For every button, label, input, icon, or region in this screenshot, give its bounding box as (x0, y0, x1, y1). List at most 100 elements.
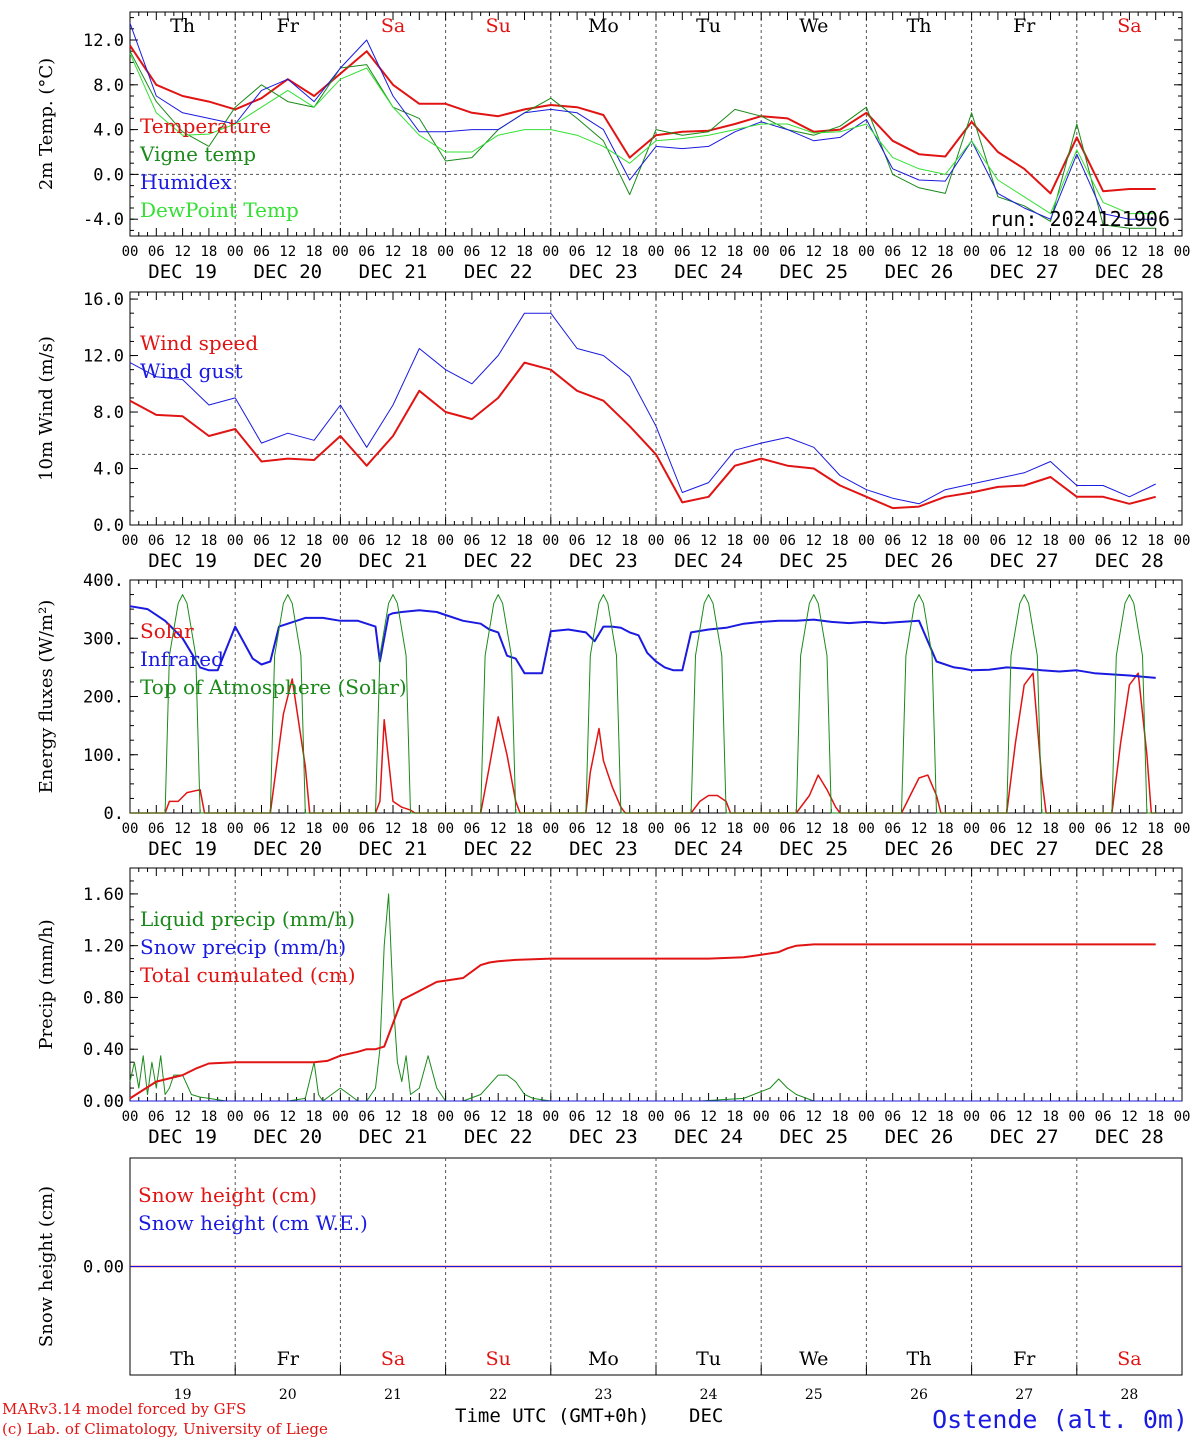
legend-entry: DewPoint Temp (140, 198, 299, 222)
x-hour-label: 06 (884, 1109, 901, 1125)
y-tick-label: 0.0 (93, 165, 124, 185)
footer-copyright: (c) Lab. of Climatology, University of L… (2, 1420, 328, 1438)
x-hour-label: 12 (174, 821, 191, 837)
x-hour-label: 18 (516, 1109, 533, 1125)
x-hour-label: 18 (1147, 821, 1164, 837)
series-line (129, 361, 1156, 510)
x-hour-label: 00 (332, 821, 349, 837)
x-hour-label: 06 (1095, 533, 1112, 549)
x-date-label: DEC 21 (359, 261, 428, 283)
x-hour-label: 12 (805, 533, 822, 549)
x-hour-label: 00 (542, 821, 559, 837)
x-date-label: DEC 22 (464, 838, 533, 860)
x-hour-label: 18 (937, 821, 954, 837)
x-hour-label: 18 (621, 533, 638, 549)
x-hour-label: 06 (463, 821, 480, 837)
y-axis-title: Energy fluxes (W/m²) (36, 600, 57, 794)
x-hour-label: 12 (1121, 533, 1138, 549)
y-tick-label: 1.60 (83, 885, 124, 905)
x-hour-label: 00 (1174, 533, 1191, 549)
y-tick-label: 1.20 (83, 937, 124, 957)
x-hour-label: 12 (385, 1109, 402, 1125)
x-hour-label: 00 (1068, 533, 1085, 549)
x-hour-label: 00 (1174, 244, 1191, 260)
x-date-label: DEC 26 (885, 1126, 954, 1148)
x-hour-label: 18 (937, 533, 954, 549)
x-hour-label: 00 (648, 244, 665, 260)
x-hour-label: 12 (385, 821, 402, 837)
y-tick-label: 0. (104, 804, 124, 824)
x-hour-label: 12 (595, 1109, 612, 1125)
x-hour-label: 00 (227, 821, 244, 837)
x-date-label: DEC 25 (779, 838, 848, 860)
x-hour-label: 06 (989, 533, 1006, 549)
run-annotation: run: 2024121906 (989, 207, 1170, 231)
legend-entry: Snow height (cm W.E.) (138, 1211, 368, 1235)
x-day-number: 23 (594, 1387, 612, 1403)
weekday-label: Fr (277, 1348, 300, 1370)
x-day-number: 28 (1120, 1387, 1138, 1403)
weekday-label: Su (486, 1348, 511, 1370)
x-hour-label: 12 (385, 533, 402, 549)
x-hour-label: 12 (911, 1109, 928, 1125)
x-date-label: DEC 23 (569, 261, 638, 283)
x-hour-label: 06 (253, 533, 270, 549)
x-hour-label: 06 (148, 821, 165, 837)
x-hour-label: 06 (674, 244, 691, 260)
x-date-label: DEC 22 (464, 1126, 533, 1148)
x-hour-label: 12 (1016, 244, 1033, 260)
x-hour-label: 00 (332, 533, 349, 549)
x-date-label: DEC 22 (464, 550, 533, 572)
footer-model: MARv3.14 model forced by GFS (2, 1400, 246, 1418)
x-hour-label: 06 (884, 244, 901, 260)
x-hour-label: 18 (306, 244, 323, 260)
x-hour-label: 00 (122, 1109, 139, 1125)
x-hour-label: 06 (779, 821, 796, 837)
weekday-label: Th (170, 1348, 195, 1370)
x-hour-label: 06 (358, 244, 375, 260)
weekday-label: Sa (1117, 15, 1141, 37)
x-hour-label: 18 (1042, 1109, 1059, 1125)
y-tick-label: 0.00 (83, 1092, 124, 1112)
x-date-label: DEC 28 (1095, 1126, 1164, 1148)
x-hour-label: 12 (490, 1109, 507, 1125)
x-hour-label: 18 (200, 821, 217, 837)
x-hour-label: 18 (726, 533, 743, 549)
series-line (129, 50, 1156, 229)
x-hour-label: 18 (516, 821, 533, 837)
x-date-label: DEC 20 (253, 1126, 322, 1148)
x-hour-label: 18 (1147, 244, 1164, 260)
y-axis-title: Snow height (cm) (36, 1186, 57, 1347)
x-hour-label: 18 (1042, 244, 1059, 260)
y-tick-label: 4.0 (93, 460, 124, 480)
weekday-label: Su (486, 15, 511, 37)
x-hour-label: 00 (227, 533, 244, 549)
x-hour-label: 06 (674, 821, 691, 837)
x-hour-label: 18 (411, 533, 428, 549)
x-hour-label: 06 (253, 244, 270, 260)
x-hour-label: 00 (753, 533, 770, 549)
x-hour-label: 12 (279, 244, 296, 260)
x-date-label: DEC 19 (148, 838, 217, 860)
x-date-label: DEC 23 (569, 550, 638, 572)
x-hour-label: 06 (569, 533, 586, 549)
x-date-label: DEC 27 (990, 838, 1059, 860)
x-hour-label: 00 (753, 244, 770, 260)
x-hour-label: 12 (1016, 1109, 1033, 1125)
x-hour-label: 18 (621, 244, 638, 260)
x-hour-label: 06 (463, 244, 480, 260)
x-date-label: DEC 27 (990, 1126, 1059, 1148)
x-hour-label: 00 (1174, 1109, 1191, 1125)
x-hour-label: 18 (411, 1109, 428, 1125)
x-day-number: 21 (384, 1387, 402, 1403)
x-day-number: 24 (700, 1387, 718, 1403)
x-hour-label: 00 (963, 821, 980, 837)
y-axis-title: 10m Wind (m/s) (36, 336, 57, 481)
x-hour-label: 00 (332, 1109, 349, 1125)
x-day-number: 19 (174, 1387, 192, 1403)
x-hour-label: 18 (200, 1109, 217, 1125)
y-axis-title: 2m Temp. (°C) (36, 58, 57, 190)
weekday-label: Fr (277, 15, 300, 37)
x-day-number: 25 (805, 1387, 823, 1403)
